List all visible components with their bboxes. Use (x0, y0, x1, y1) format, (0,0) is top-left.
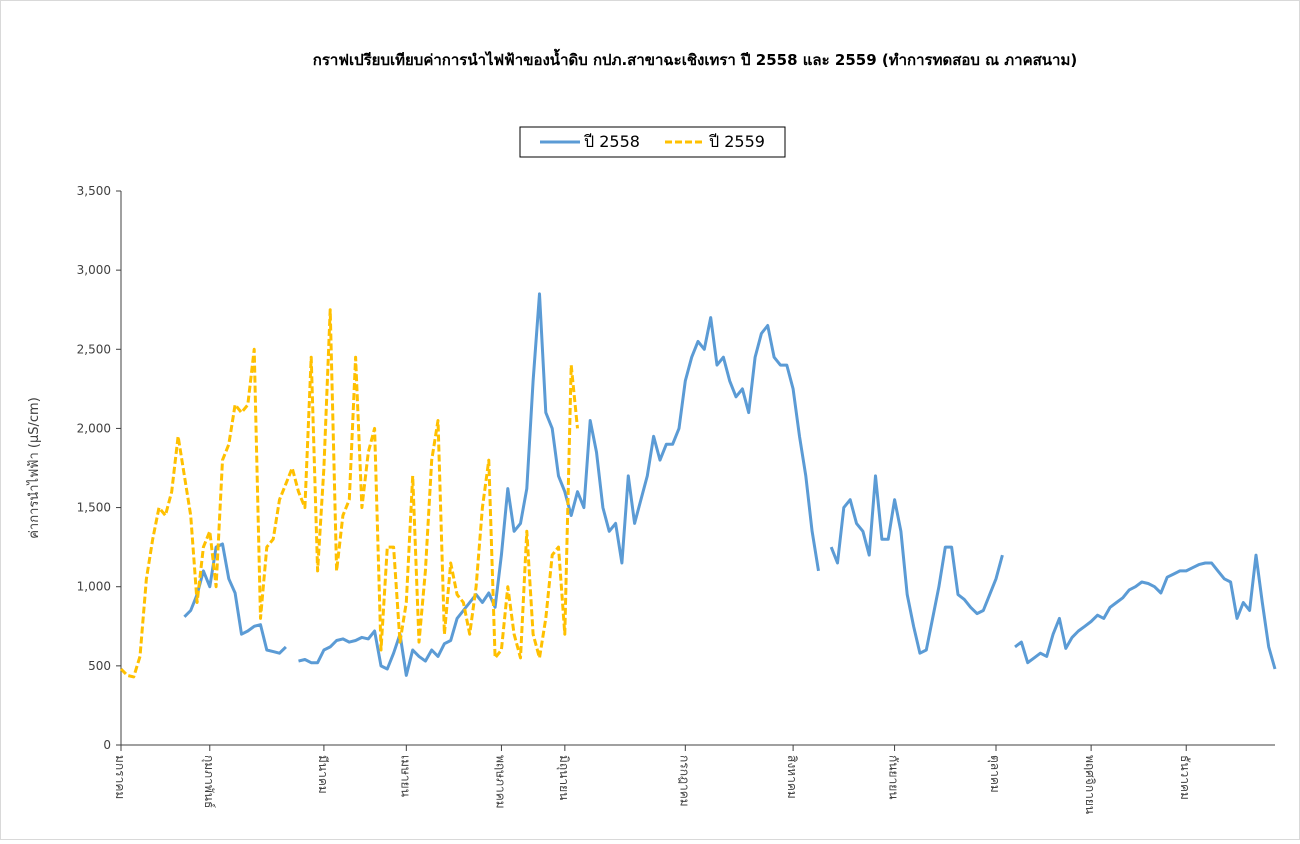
y-tick-label: 1,000 (77, 580, 111, 594)
x-tick-label: เมษายน (398, 755, 412, 797)
x-tick-label: มกราคม (113, 755, 127, 799)
data-line (183, 292, 1277, 677)
x-tick-label: กุมภาพันธ์ (201, 755, 216, 808)
x-tick-label: มิถุนายน (556, 755, 571, 800)
x-tick-label: ตุลาคม (987, 755, 1002, 793)
y-tick-label: 0 (103, 738, 111, 752)
x-tick-label: ธันวาคม (1178, 755, 1192, 800)
x-tick-label: พฤศจิกายน (1083, 755, 1097, 814)
legend-label: ปี 2559 (709, 132, 765, 151)
x-tick-label: กรกฎาคม (677, 755, 691, 807)
x-tick-label: สิงหาคม (785, 755, 799, 799)
y-tick-label: 2,000 (77, 421, 111, 435)
y-tick-label: 500 (88, 659, 111, 673)
y-tick-label: 3,500 (77, 184, 111, 198)
x-tick-label: กันยายน (887, 755, 901, 799)
chart-title: กราฟเปรียบเทียบค่าการนำไฟฟ้าของน้ำดิบ กป… (313, 48, 1077, 69)
x-tick-label: พฤษภาคม (493, 755, 507, 809)
x-tick-label: มีนาคม (316, 755, 330, 794)
y-tick-label: 3,000 (77, 263, 111, 277)
y-tick-label: 2,500 (77, 342, 111, 356)
legend-label: ปี 2558 (584, 132, 640, 151)
y-axis-label: ค่าการนำไฟฟ้า (µS/cm) (26, 397, 42, 539)
y-tick-label: 1,500 (77, 501, 111, 515)
data-line (119, 308, 579, 679)
